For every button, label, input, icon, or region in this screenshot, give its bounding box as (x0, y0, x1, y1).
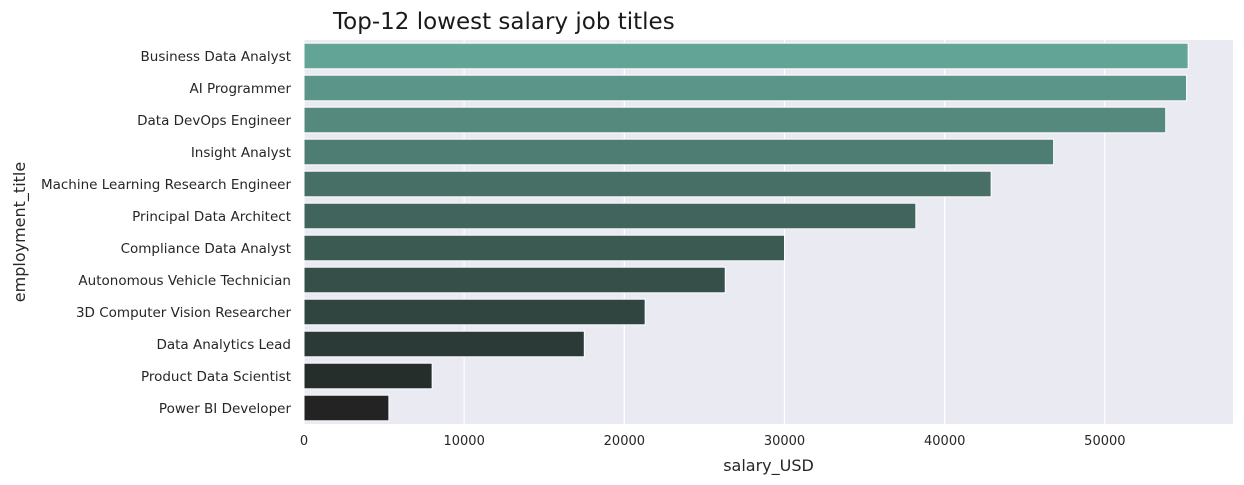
bar (303, 266, 726, 294)
bar (303, 170, 992, 198)
category-label: AI Programmer (190, 81, 292, 97)
plot-area (304, 40, 1233, 424)
x-tick-label: 30000 (764, 434, 805, 449)
category-label: Compliance Data Analyst (121, 241, 291, 257)
category-label: 3D Computer Vision Researcher (76, 305, 291, 321)
category-label: Principal Data Architect (132, 209, 291, 225)
bar (303, 202, 917, 230)
category-label: Power BI Developer (159, 401, 292, 417)
category-label: Autonomous Vehicle Technician (78, 273, 291, 289)
category-labels: Business Data Analyst AI Programmer Data D… (41, 49, 291, 417)
category-label: Data DevOps Engineer (137, 113, 291, 129)
category-label: Data Analytics Lead (156, 337, 291, 353)
category-label: Business Data Analyst (141, 49, 291, 65)
y-axis-label: employment_title (10, 162, 30, 302)
x-axis-label: salary_USD (723, 456, 814, 476)
bar (303, 42, 1189, 70)
x-tick-label: 20000 (604, 434, 645, 449)
chart-title: Top-12 lowest salary job titles (332, 9, 675, 35)
bars (303, 42, 1189, 422)
bar (303, 330, 585, 358)
bar (303, 362, 433, 390)
bar (303, 106, 1167, 134)
x-tick-label: 0 (300, 434, 308, 449)
bar (303, 74, 1188, 102)
bar (303, 394, 390, 422)
x-tick-label: 10000 (443, 434, 484, 449)
category-label: Product Data Scientist (141, 369, 291, 385)
grid-lines (303, 40, 1106, 424)
bar (303, 298, 646, 326)
category-label: Insight Analyst (191, 145, 291, 161)
x-tick-label: 40000 (924, 434, 965, 449)
category-label: Machine Learning Research Engineer (41, 177, 291, 193)
x-tick-label: 50000 (1084, 434, 1125, 449)
bar (303, 234, 786, 262)
bar (303, 138, 1055, 166)
x-tick-labels: 0 10000 20000 30000 40000 50000 (300, 434, 1126, 449)
